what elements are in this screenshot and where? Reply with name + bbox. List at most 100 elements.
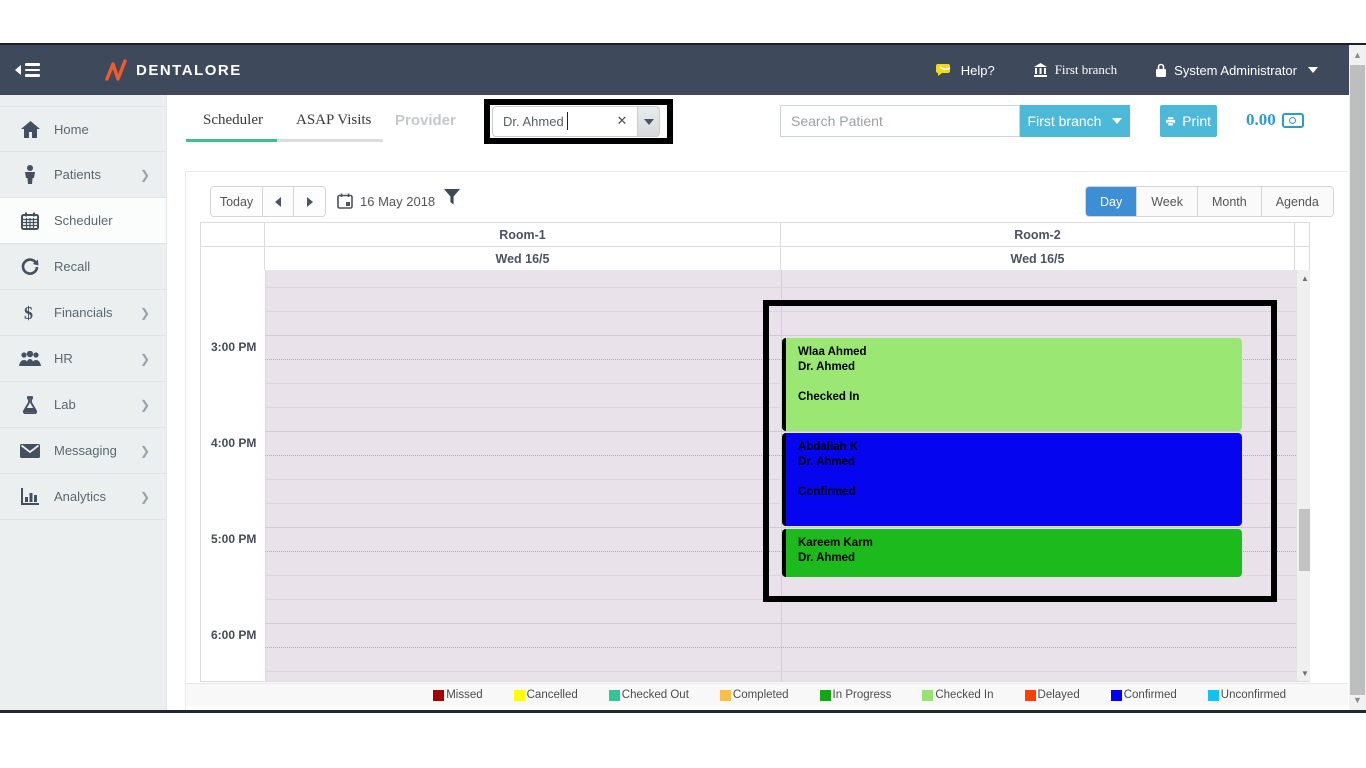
view-button-week[interactable]: Week <box>1137 187 1198 216</box>
balance-amount: 0.00 <box>1246 110 1276 129</box>
printer-icon <box>1166 116 1176 126</box>
provider-filter-input[interactable] <box>492 106 637 137</box>
search-patient-input[interactable] <box>780 105 1020 137</box>
envelope-icon <box>18 441 42 461</box>
content-card-border <box>185 171 186 710</box>
tab-asap-visits[interactable]: ASAP Visits <box>296 112 372 128</box>
time-label: 3:00 PM <box>211 340 257 354</box>
sidebar-item-label: Financials <box>54 305 113 320</box>
provider-dropdown-button[interactable] <box>637 106 660 137</box>
bar-chart-icon <box>18 487 42 507</box>
bank-icon <box>1033 63 1047 77</box>
sidebar-item-recall[interactable]: Recall <box>0 244 166 290</box>
appointment-status: Confirmed <box>798 486 856 498</box>
scrollbar-thumb[interactable] <box>1350 65 1365 695</box>
grid-line <box>265 407 1296 408</box>
legend-label: Missed <box>446 689 483 701</box>
print-button[interactable]: Print <box>1160 105 1217 137</box>
sidebar: Home Patients ❯ Scheduler Recall $ Financials ❯… <box>0 95 167 710</box>
scroll-down-icon[interactable]: ▼ <box>1353 695 1362 705</box>
legend-item: Checked Out <box>608 689 689 701</box>
sidebar-item-label: Patients <box>54 167 101 182</box>
help-label: Help? <box>960 62 995 78</box>
user-menu[interactable]: System Administrator <box>1155 63 1318 78</box>
sidebar-item-label: Scheduler <box>54 213 113 228</box>
tab-underline-track <box>277 139 383 142</box>
legend-label: Checked In <box>935 689 994 701</box>
sidebar-item-messaging[interactable]: Messaging ❯ <box>0 428 166 474</box>
legend-label: Cancelled <box>526 689 578 701</box>
view-button-month[interactable]: Month <box>1197 187 1262 216</box>
chevron-right-icon: ❯ <box>139 489 150 504</box>
legend-swatch <box>1024 689 1036 701</box>
help-chat-icon <box>935 63 951 76</box>
refresh-icon <box>18 257 42 277</box>
brand-name: DENTALORE <box>136 61 242 79</box>
appointment[interactable]: Abdallah K Dr. Ahmed Confirmed <box>782 433 1242 526</box>
room-1-header: Room-1 <box>265 223 781 246</box>
scroll-up-icon[interactable]: ▲ <box>1353 50 1362 60</box>
status-legend: Missed Cancelled Checked Out Completed In Pr… <box>186 683 1348 706</box>
print-button-label: Print <box>1182 113 1211 129</box>
filter-icon[interactable] <box>443 189 461 205</box>
page-vertical-scrollbar[interactable]: ▲ ▼ <box>1349 45 1366 710</box>
view-button-day[interactable]: Day <box>1086 187 1138 216</box>
view-button-agenda[interactable]: Agenda <box>1261 187 1333 216</box>
view-switcher: Day Week Month Agenda <box>1085 186 1334 217</box>
grid-line <box>265 503 1296 504</box>
legend-swatch <box>513 689 525 701</box>
tab-provider[interactable]: Provider <box>395 112 456 129</box>
chevron-right-icon: ❯ <box>139 397 150 412</box>
sidebar-item-analytics[interactable]: Analytics ❯ <box>0 474 166 520</box>
legend-swatch <box>1207 689 1219 701</box>
today-button[interactable]: Today <box>211 187 263 216</box>
sidebar-toggle-icon[interactable] <box>15 63 40 77</box>
chevron-right-icon: ❯ <box>139 351 150 366</box>
scheduler-grid[interactable]: ▲ ▼ 3:00 PM 4:00 PM 5:00 PM 6:00 PM Wlaa Ahm… <box>200 270 1310 682</box>
grid-line <box>265 575 1296 576</box>
appointment-provider: Dr. Ahmed <box>798 552 856 564</box>
help-menu[interactable]: Help? <box>935 62 995 78</box>
appointment[interactable]: Wlaa Ahmed Dr. Ahmed Checked In <box>782 338 1242 431</box>
sidebar-item-label: Lab <box>54 397 76 412</box>
sidebar-item-scheduler[interactable]: Scheduler <box>0 198 166 244</box>
branch-label: First branch <box>1054 62 1118 77</box>
sidebar-item-patients[interactable]: Patients ❯ <box>0 152 166 198</box>
time-label: 4:00 PM <box>211 436 257 450</box>
calendar-icon <box>18 211 42 231</box>
legend-swatch <box>608 689 620 701</box>
sidebar-item-hr[interactable]: HR ❯ <box>0 336 166 382</box>
scroll-up-icon[interactable]: ▲ <box>1301 274 1309 283</box>
appointment[interactable]: Kareem Karm Dr. Ahmed <box>782 529 1242 577</box>
prev-day-button[interactable] <box>263 187 294 216</box>
chevron-right-icon: ❯ <box>139 305 150 320</box>
grid-line <box>265 623 1296 624</box>
room-2-header: Room-2 <box>781 223 1295 246</box>
branch-button-label: First branch <box>1027 113 1102 129</box>
grid-line <box>265 527 1296 528</box>
sidebar-item-financials[interactable]: $ Financials ❯ <box>0 290 166 336</box>
content-card-border <box>185 171 1348 172</box>
grid-line <box>265 311 1296 312</box>
scheduler-vertical-scrollbar[interactable]: ▲ ▼ <box>1296 270 1310 681</box>
legend-item: Completed <box>719 689 789 701</box>
grid-line <box>265 479 1296 480</box>
scrollbar-thumb[interactable] <box>1299 509 1310 571</box>
sidebar-item-lab[interactable]: Lab ❯ <box>0 382 166 428</box>
time-label: 5:00 PM <box>211 532 257 546</box>
chevron-down-icon <box>1308 67 1318 73</box>
next-day-button[interactable] <box>294 187 325 216</box>
grid-line <box>265 335 1296 336</box>
scroll-down-icon[interactable]: ▼ <box>1301 669 1309 678</box>
branch-select-button[interactable]: First branch <box>1020 105 1130 137</box>
legend-swatch <box>922 689 934 701</box>
logo-pulse-icon <box>105 59 127 81</box>
appointment-patient: Wlaa Ahmed <box>798 346 867 358</box>
clear-provider-icon[interactable]: ✕ <box>616 113 628 128</box>
lock-icon <box>1156 63 1167 77</box>
legend-label: Delayed <box>1037 689 1080 701</box>
branch-indicator[interactable]: First branch <box>1033 62 1117 78</box>
tab-scheduler[interactable]: Scheduler <box>203 112 263 128</box>
sidebar-item-home[interactable]: Home <box>0 106 166 152</box>
